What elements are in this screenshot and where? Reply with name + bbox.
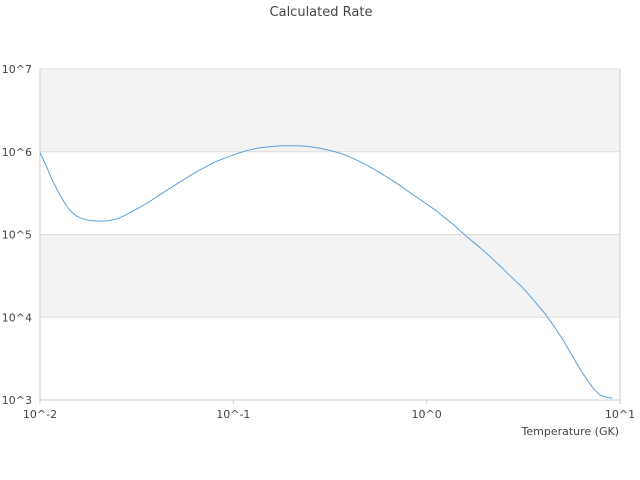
y-tick-label: 10^5 (2, 229, 32, 242)
chart-title: Calculated Rate (270, 5, 373, 20)
grid-band (40, 69, 620, 152)
grid-bands (40, 69, 620, 318)
series-line (39, 145, 613, 399)
x-tick-label: 10^-2 (23, 408, 57, 421)
x-tick-label: 10^0 (412, 408, 442, 421)
series-group (39, 145, 613, 399)
y-tick-label: 10^6 (2, 146, 32, 159)
axes (39, 69, 621, 401)
y-tick-label: 10^4 (2, 311, 32, 324)
y-tick-label: 10^3 (2, 394, 32, 407)
grid-band (40, 234, 620, 318)
x-tick-label: 10^-1 (216, 408, 250, 421)
x-axis-label: Temperature (GK) (521, 425, 620, 438)
y-axis-ticks: 10^3 10^4 10^5 10^6 10^7 (2, 63, 32, 407)
x-tick-label: 10^1 (605, 408, 635, 421)
x-axis-ticks: 10^-2 10^-1 10^0 10^1 (23, 400, 635, 421)
y-tick-label: 10^7 (2, 63, 32, 76)
